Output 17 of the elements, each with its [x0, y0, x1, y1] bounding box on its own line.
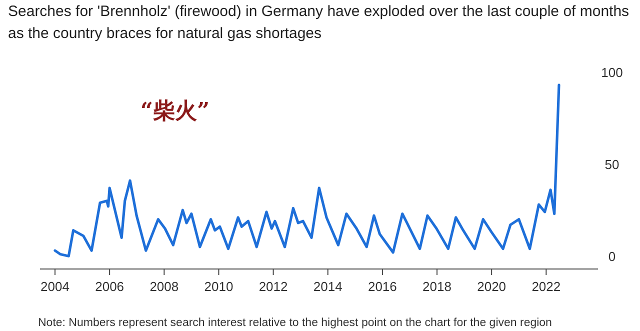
annotation: “柴火” [140, 98, 210, 124]
x-tick-label: 2006 [95, 279, 124, 294]
y-tick-label: 0 [608, 249, 616, 264]
x-tick-label: 2012 [258, 279, 288, 294]
text: Note: Numbers represent search interest relative to the highest point on the chart for the given region [38, 317, 552, 329]
line-series [54, 84, 560, 258]
x-tick-label: 2004 [40, 279, 70, 294]
x-tick-label: 2022 [532, 279, 561, 294]
chart-title: Searches for 'Brennholz' (firewood) in Germany have exploded over the last couple of months as the country braces for natural gas shortages [8, 3, 630, 42]
x-tick-label: 2016 [368, 279, 397, 294]
y-tick-label: 50 [604, 157, 620, 172]
x-tick-label: 2010 [204, 279, 234, 294]
x-tick-label: 2014 [313, 279, 342, 294]
x-tick-label: 2018 [422, 279, 452, 294]
x-tick-label: 2008 [150, 279, 179, 294]
y-tick-label: 100 [601, 65, 623, 80]
x-tick-label: 2020 [477, 279, 506, 294]
